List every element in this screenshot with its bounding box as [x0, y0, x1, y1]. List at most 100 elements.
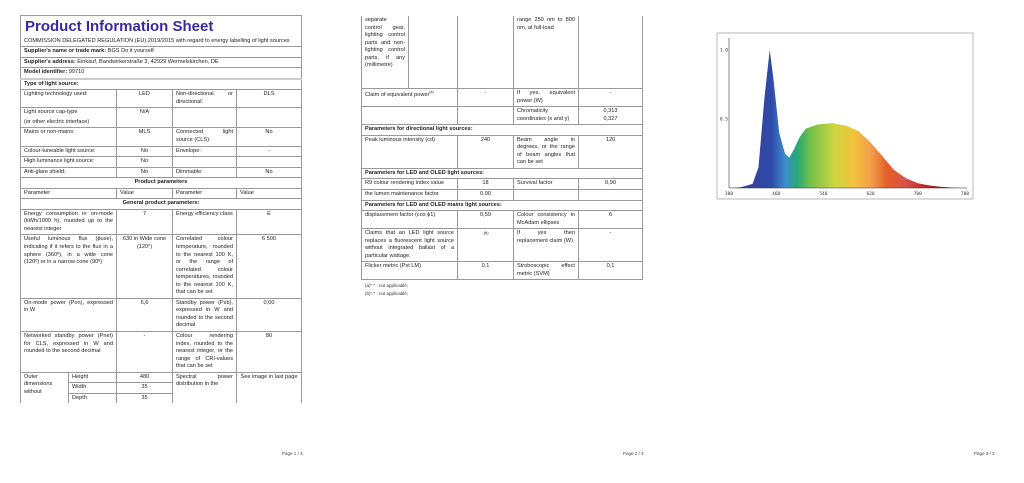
param-value: No — [116, 166, 173, 179]
param-value: 120 — [578, 134, 643, 169]
param-label: Non-directional or directional: — [172, 89, 237, 109]
column-header: Value — [116, 187, 173, 200]
param-value: 0,1 — [457, 261, 514, 281]
footnote-b: (b)"-" : not applicable; — [365, 291, 408, 297]
spd-value: See image in last page — [236, 371, 302, 404]
param-label: Lighting technology used: — [20, 89, 117, 109]
table-row: Chromaticity coordinates (x and y) 0,313… — [361, 106, 643, 126]
param-label: Colour rendering index, rounded to the n… — [172, 331, 237, 373]
spd-label-cont: range 250 nm to 800 nm, at full-load — [513, 16, 579, 89]
chroma-y: 0,327 — [603, 115, 618, 122]
table-row: the lumen maintenance factor 0,90 — [361, 189, 643, 201]
param-label: Colour consistency in McAdam ellipses — [513, 210, 579, 230]
param-value: 80 — [236, 331, 302, 373]
param-value: 6 500 — [236, 234, 302, 299]
dim-label: Height — [68, 371, 117, 384]
param-value: 6,6 — [116, 297, 173, 333]
page-number: Page 2 / 3 — [623, 451, 644, 456]
x-tick-label: 780 — [961, 191, 969, 197]
param-value: -(b) — [457, 228, 514, 263]
param-value: 7 — [116, 208, 173, 236]
address-value: Einkauf, Bandwirkerstraße 3, 42929 Werme… — [77, 58, 219, 65]
table-row: Peak luminous intensity (cd) 240 Beam an… — [361, 134, 643, 169]
table-row: Useful luminous flux (ϕuse), indicating … — [20, 234, 302, 299]
dim-value: 480 — [116, 371, 173, 384]
param-label: Energy consumption in on-mode (kWh/1000 … — [20, 208, 117, 236]
table-row: Outer dimensions without Height 480 Spec… — [20, 371, 302, 404]
table-row: Networked standby power (Pnet) for CLS, … — [20, 331, 302, 373]
x-tick-label: 460 — [772, 191, 780, 197]
footnote-ref: (a) — [429, 90, 434, 94]
dim-label: Depth — [68, 392, 117, 404]
product-info-table-continued: separate control gear, lighting control … — [361, 16, 643, 281]
param-value: No — [116, 145, 173, 158]
param-value: LED — [116, 89, 173, 109]
param-label: Stroboscopic effect metric (SVM) — [513, 261, 579, 281]
x-tick-label: 380 — [725, 191, 733, 197]
dim-label: Width — [68, 382, 117, 394]
param-label: Correlated colour temperature, rounded t… — [172, 234, 237, 299]
general-parameters-heading: General product parameters: — [20, 198, 302, 210]
column-header-row: Parameter Value Parameter Value — [20, 187, 302, 200]
param-label: Useful luminous flux (ϕuse), indicating … — [20, 234, 117, 299]
param-value: 240 — [457, 134, 514, 169]
x-tick-label: 700 — [914, 191, 922, 197]
empty-cell — [361, 106, 458, 126]
param-value: - — [116, 331, 173, 373]
table-row: Depth 35 — [21, 392, 302, 404]
param-value: - — [236, 145, 302, 158]
empty-cell — [457, 106, 514, 126]
type-heading: Type of light source: — [20, 77, 302, 91]
param-label: Flicker metric (Pst LM) — [361, 261, 458, 281]
table-row: Light source cap-type (or other electric … — [20, 107, 302, 129]
spd-label: Spectral power distribution in the — [172, 371, 237, 404]
param-label: Mains or non-mains: — [20, 127, 117, 147]
cap-type-sublabel: (or other electric interface) — [24, 118, 90, 125]
param-label: Standby power (Psb), expressed in W and … — [172, 297, 237, 333]
param-label: Claims that an LED light source replaces… — [361, 228, 458, 263]
param-label: Energy efficiency class — [172, 208, 237, 236]
param-label: R9 colour rendering index value — [361, 178, 458, 190]
table-row: Colour-tuneable light source: No Envelop… — [20, 145, 302, 158]
param-label: If yes then replacement claim (W) — [513, 228, 579, 263]
param-label: Anti-glare shield: — [20, 166, 117, 179]
param-label: Peak luminous intensity (cd) — [361, 134, 458, 169]
table-row: Claims that an LED light source replaces… — [361, 228, 643, 263]
param-value: No — [236, 127, 302, 147]
page-3: 380 460 540 620 700 780 0.5 1.0 — [700, 0, 1000, 483]
chart-frame — [716, 32, 974, 200]
param-value: 0,90 — [457, 189, 514, 201]
param-label: Chromaticity coordinates (x and y) — [513, 106, 579, 126]
param-value: No — [236, 166, 302, 179]
spectral-power-distribution-chart: 380 460 540 620 700 780 0.5 1.0 — [716, 32, 974, 200]
param-value: N/A — [116, 107, 173, 129]
param-label: Envelope: — [172, 145, 237, 158]
param-label: High luminance light source: — [20, 156, 117, 168]
dim-value: 35 — [116, 382, 173, 394]
param-value: 18 — [457, 178, 514, 190]
param-value — [236, 156, 302, 168]
spectrum-area — [729, 50, 965, 188]
column-header: Parameter — [20, 187, 117, 200]
table-row: Flicker metric (Pst LM) 0,1 Stroboscopic… — [361, 261, 643, 281]
table-row: Mains or non-mains: MLS Connected light … — [20, 127, 302, 147]
param-label: the lumen maintenance factor — [361, 189, 458, 201]
param-value: 0,00 — [236, 297, 302, 333]
outer-dimensions-label: Outer dimensions without — [20, 371, 69, 404]
param-label: If yes, equivalent power (W) — [513, 87, 579, 108]
regulation-text: COMMISSION DELEGATED REGULATION (EU) 201… — [20, 36, 302, 48]
table-row: R9 colour rendering index value 18 Survi… — [361, 178, 643, 190]
param-label: On-mode power (Pon), expressed in W — [20, 297, 117, 333]
param-value: 0,90 — [578, 178, 643, 190]
param-value: 0,59 — [457, 210, 514, 230]
x-tick-label: 540 — [819, 191, 827, 197]
param-value: 0,1 — [578, 261, 643, 281]
outer-dimensions-label-cont: separate control gear, lighting control … — [361, 16, 409, 89]
x-tick-label: 620 — [867, 191, 875, 197]
param-label: displacement factor (cos ϕ1) — [361, 210, 458, 230]
param-label — [172, 107, 237, 129]
param-label: Networked standby power (Pnet) for CLS, … — [20, 331, 117, 373]
y-tick-label: 1.0 — [720, 48, 728, 54]
param-label: Connected light source (CLS): — [172, 127, 237, 147]
mains-heading: Parameters for LED and OLED mains light … — [361, 199, 643, 212]
